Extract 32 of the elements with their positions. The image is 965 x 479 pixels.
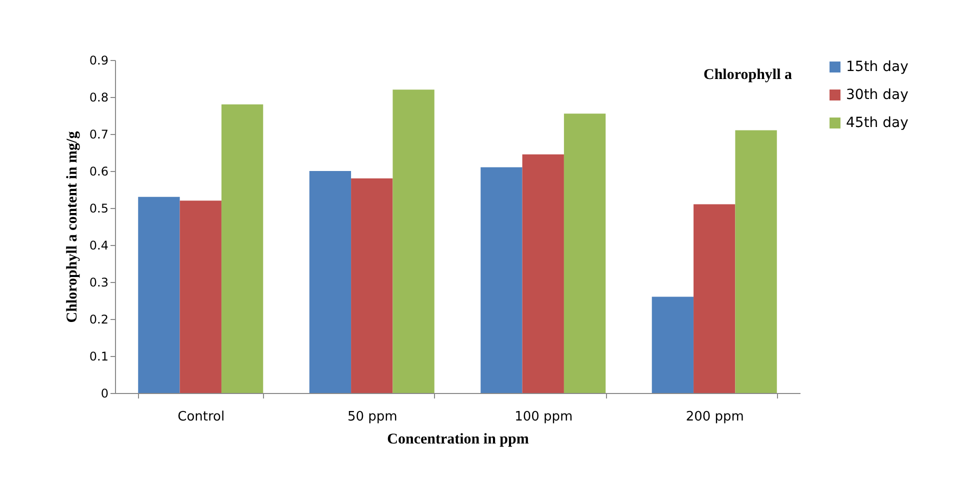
y-tick-label: 0.6 bbox=[89, 164, 108, 178]
legend-label: 45th day bbox=[846, 115, 908, 131]
y-tick-label: 0.8 bbox=[89, 90, 108, 104]
x-tick-label: Control bbox=[178, 410, 225, 424]
bar bbox=[309, 171, 352, 393]
bar bbox=[180, 200, 222, 393]
x-tick-label: 200 ppm bbox=[686, 410, 744, 424]
bar bbox=[694, 204, 736, 393]
y-tick-label: 0 bbox=[100, 386, 108, 400]
bar bbox=[522, 154, 564, 393]
y-tick-label: 0.7 bbox=[89, 128, 108, 142]
y-axis-title: Chlorophyll a content in mg/g bbox=[64, 130, 80, 323]
bar bbox=[392, 90, 434, 393]
bar bbox=[564, 114, 606, 393]
chart-title: Chlorophyll a bbox=[704, 67, 792, 83]
y-tick-label: 0.4 bbox=[89, 238, 108, 252]
y-tick-label: 0.5 bbox=[89, 202, 108, 216]
y-tick-label: 0.3 bbox=[89, 276, 108, 290]
y-tick-label: 0.1 bbox=[89, 350, 108, 364]
bar bbox=[138, 196, 180, 393]
legend-label: 30th day bbox=[846, 87, 908, 103]
bar bbox=[652, 296, 694, 393]
x-tick-label: 50 ppm bbox=[347, 410, 398, 424]
y-tick-label: 0.2 bbox=[89, 312, 108, 326]
bar bbox=[735, 130, 777, 393]
y-tick-label: 0.9 bbox=[89, 54, 108, 68]
bar bbox=[351, 178, 393, 393]
bar bbox=[480, 167, 522, 393]
legend-label: 15th day bbox=[846, 59, 908, 75]
bar bbox=[221, 104, 264, 393]
x-tick-label: 100 ppm bbox=[514, 410, 573, 424]
x-axis-title: Concentration in ppm bbox=[387, 432, 530, 448]
